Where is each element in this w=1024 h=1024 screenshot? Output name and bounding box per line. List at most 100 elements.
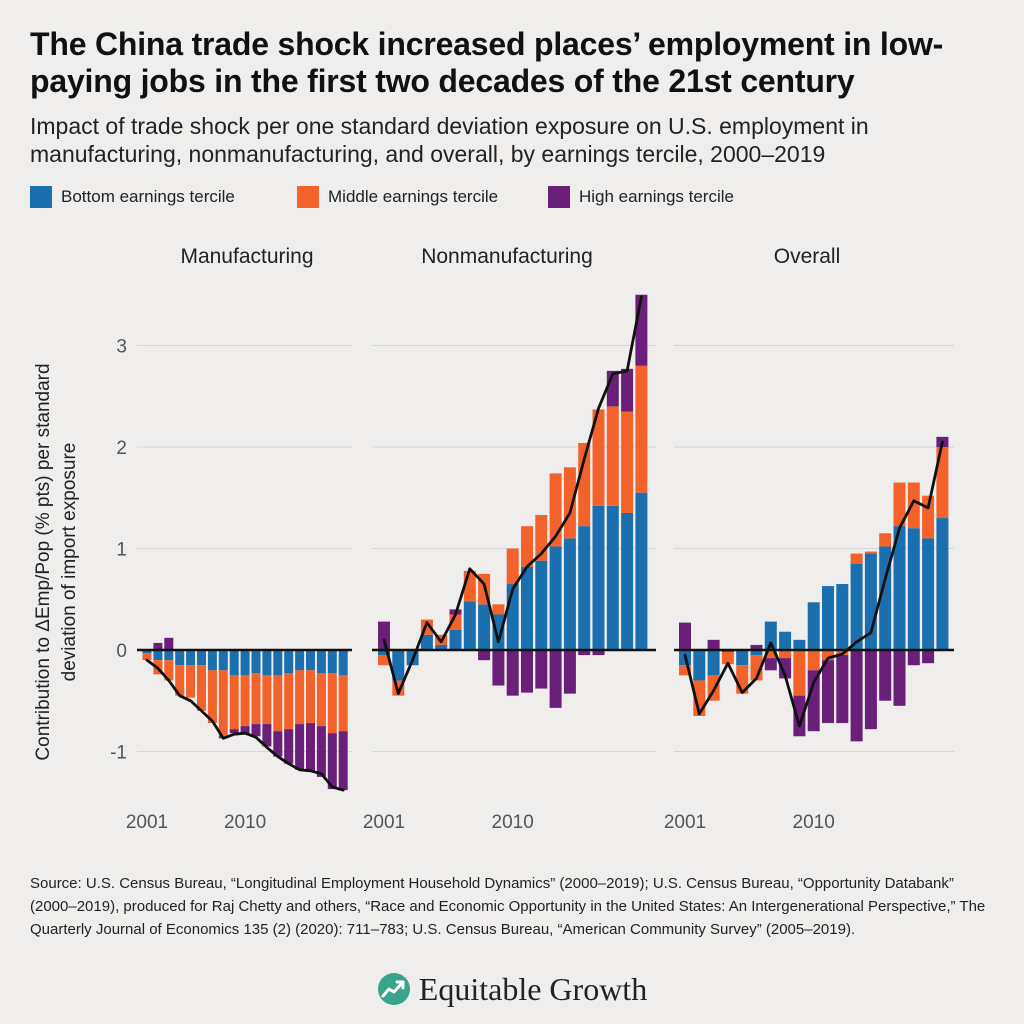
- bar-nonmanufacturing-middle-earnings-tercile-2010: [506, 548, 519, 585]
- x-tick-label-overall-2010: 2010: [793, 812, 835, 833]
- bar-overall-high-earnings-tercile-2008: [779, 658, 792, 679]
- bar-overall-high-earnings-tercile-2011: [822, 660, 834, 724]
- bar-manufacturing-high-earnings-tercile-2018: [327, 733, 337, 790]
- equitable-growth-logo-icon: [377, 973, 410, 1005]
- bar-manufacturing-bottom-earnings-tercile-2018: [327, 650, 337, 674]
- bar-manufacturing-middle-earnings-tercile-2012: [262, 675, 272, 725]
- bar-manufacturing-middle-earnings-tercile-2001: [142, 653, 152, 661]
- bar-overall-high-earnings-tercile-2013: [850, 650, 863, 742]
- bar-manufacturing-bottom-earnings-tercile-2012: [262, 650, 272, 676]
- bar-manufacturing-middle-earnings-tercile-2004: [175, 665, 185, 696]
- bar-manufacturing-middle-earnings-tercile-2014: [284, 673, 294, 730]
- bar-manufacturing-bottom-earnings-tercile-2006: [197, 650, 206, 666]
- legend-label-middle-tercile: Middle earnings tercile: [328, 187, 499, 206]
- bar-manufacturing-high-earnings-tercile-2009: [229, 729, 239, 734]
- bar-overall-bottom-earnings-tercile-2011: [822, 586, 834, 650]
- bar-overall-bottom-earnings-tercile-2005: [736, 650, 749, 666]
- bar-nonmanufacturing-bottom-earnings-tercile-2009: [492, 614, 505, 650]
- bar-overall-middle-earnings-tercile-2013: [850, 553, 863, 564]
- x-tick-label-manufacturing-2001: 2001: [126, 812, 168, 833]
- bar-nonmanufacturing-middle-earnings-tercile-2016: [592, 409, 605, 506]
- bar-nonmanufacturing-bottom-earnings-tercile-2004: [420, 634, 433, 650]
- bar-nonmanufacturing-bottom-earnings-tercile-2016: [592, 505, 605, 650]
- bar-nonmanufacturing-high-earnings-tercile-2012: [535, 650, 548, 689]
- bar-manufacturing-middle-earnings-tercile-2010: [240, 675, 250, 727]
- bar-overall-bottom-earnings-tercile-2003: [707, 650, 720, 676]
- bar-overall-bottom-earnings-tercile-2013: [850, 563, 863, 650]
- legend-item-high-tercile: High earnings tercile: [548, 185, 734, 209]
- bar-nonmanufacturing-high-earnings-tercile-2001: [378, 621, 390, 650]
- bar-nonmanufacturing-bottom-earnings-tercile-2011: [521, 566, 533, 650]
- panel-title-manufacturing: Manufacturing: [180, 245, 314, 268]
- bar-overall-middle-earnings-tercile-2008: [779, 650, 792, 659]
- bar-overall-middle-earnings-tercile-2015: [879, 533, 892, 547]
- bar-manufacturing-middle-earnings-tercile-2015: [295, 670, 305, 725]
- bar-nonmanufacturing-high-earnings-tercile-2019: [635, 294, 648, 366]
- bar-nonmanufacturing-high-earnings-tercile-2010: [506, 650, 519, 696]
- bar-nonmanufacturing-high-earnings-tercile-2016: [592, 650, 605, 656]
- bar-nonmanufacturing-bottom-earnings-tercile-2001: [378, 650, 390, 656]
- bar-manufacturing-bottom-earnings-tercile-2008: [218, 650, 228, 671]
- bar-overall-high-earnings-tercile-2003: [707, 639, 720, 650]
- legend-item-bottom-tercile: Bottom earnings tercile: [30, 185, 235, 209]
- bar-overall-middle-earnings-tercile-2017: [907, 482, 920, 529]
- bar-overall-bottom-earnings-tercile-2017: [907, 528, 920, 650]
- bar-manufacturing-middle-earnings-tercile-2006: [197, 665, 206, 711]
- bar-manufacturing-bottom-earnings-tercile-2005: [186, 650, 196, 666]
- bar-nonmanufacturing-high-earnings-tercile-2013: [549, 650, 562, 708]
- bar-overall-high-earnings-tercile-2017: [907, 650, 920, 666]
- bar-nonmanufacturing-high-earnings-tercile-2009: [492, 650, 505, 686]
- chart-subtitle: Impact of trade shock per one standard d…: [30, 113, 869, 167]
- y-tick-label-1: -1: [110, 743, 127, 764]
- bar-overall-high-earnings-tercile-2010: [807, 670, 820, 732]
- bar-overall-high-earnings-tercile-2015: [879, 650, 892, 701]
- bar-manufacturing-middle-earnings-tercile-2018: [327, 673, 337, 734]
- bar-manufacturing-middle-earnings-tercile-2008: [218, 670, 228, 737]
- bar-nonmanufacturing-high-earnings-tercile-2015: [578, 650, 591, 656]
- bar-manufacturing-bottom-earnings-tercile-2013: [273, 650, 283, 676]
- legend-swatch-bottom-tercile: [30, 186, 52, 208]
- legend-item-middle-tercile: Middle earnings tercile: [297, 185, 498, 209]
- bar-manufacturing-bottom-earnings-tercile-2010: [240, 650, 250, 676]
- bar-manufacturing-high-earnings-tercile-2015: [295, 724, 305, 770]
- panel-title-overall: Overall: [773, 245, 841, 268]
- bar-nonmanufacturing-bottom-earnings-tercile-2017: [606, 505, 619, 650]
- y-tick-label-3: 3: [116, 337, 127, 358]
- bar-overall-bottom-earnings-tercile-2018: [922, 538, 935, 650]
- bar-overall-high-earnings-tercile-2014: [864, 650, 877, 730]
- bar-overall-middle-earnings-tercile-2004: [721, 652, 734, 665]
- bar-nonmanufacturing-bottom-earnings-tercile-2008: [478, 604, 491, 650]
- bar-overall-bottom-earnings-tercile-2016: [893, 526, 906, 650]
- bar-manufacturing-bottom-earnings-tercile-2004: [175, 650, 185, 666]
- bar-nonmanufacturing-high-earnings-tercile-2011: [521, 650, 533, 693]
- bar-manufacturing-middle-earnings-tercile-2013: [273, 675, 283, 732]
- bar-nonmanufacturing-high-earnings-tercile-2008: [478, 650, 491, 661]
- bar-nonmanufacturing-bottom-earnings-tercile-2005: [435, 644, 448, 650]
- bar-manufacturing-bottom-earnings-tercile-2001: [142, 650, 152, 654]
- bar-overall-bottom-earnings-tercile-2002: [693, 650, 706, 681]
- bar-manufacturing-bottom-earnings-tercile-2009: [229, 650, 239, 676]
- bar-nonmanufacturing-bottom-earnings-tercile-2012: [535, 560, 548, 650]
- bar-overall-high-earnings-tercile-2007: [764, 658, 777, 671]
- legend-label-high-tercile: High earnings tercile: [579, 187, 734, 206]
- bar-manufacturing-middle-earnings-tercile-2003: [164, 660, 174, 681]
- bar-manufacturing-bottom-earnings-tercile-2019: [338, 650, 348, 676]
- total-line-manufacturing: [145, 658, 345, 792]
- y-tick-label-2: 2: [116, 438, 127, 459]
- bar-nonmanufacturing-middle-earnings-tercile-2017: [606, 406, 619, 506]
- bar-nonmanufacturing-middle-earnings-tercile-2015: [578, 442, 591, 527]
- bar-manufacturing-high-earnings-tercile-2017: [316, 726, 326, 777]
- bar-overall-high-earnings-tercile-2012: [836, 655, 849, 724]
- bar-manufacturing-high-earnings-tercile-2003: [164, 637, 174, 650]
- bar-overall-middle-earnings-tercile-2007: [764, 650, 777, 659]
- bar-overall-middle-earnings-tercile-2009: [793, 650, 806, 696]
- bar-manufacturing-high-earnings-tercile-2010: [240, 726, 250, 735]
- bar-overall-bottom-earnings-tercile-2006: [750, 650, 763, 656]
- total-line-overall: [683, 440, 944, 728]
- bar-nonmanufacturing-middle-earnings-tercile-2011: [521, 526, 533, 567]
- bar-overall-high-earnings-tercile-2009: [793, 695, 806, 737]
- y-tick-label-1: 1: [116, 540, 127, 561]
- bar-manufacturing-middle-earnings-tercile-2011: [251, 673, 261, 725]
- bar-manufacturing-high-earnings-tercile-2012: [262, 724, 272, 747]
- bar-overall-bottom-earnings-tercile-2012: [836, 584, 849, 650]
